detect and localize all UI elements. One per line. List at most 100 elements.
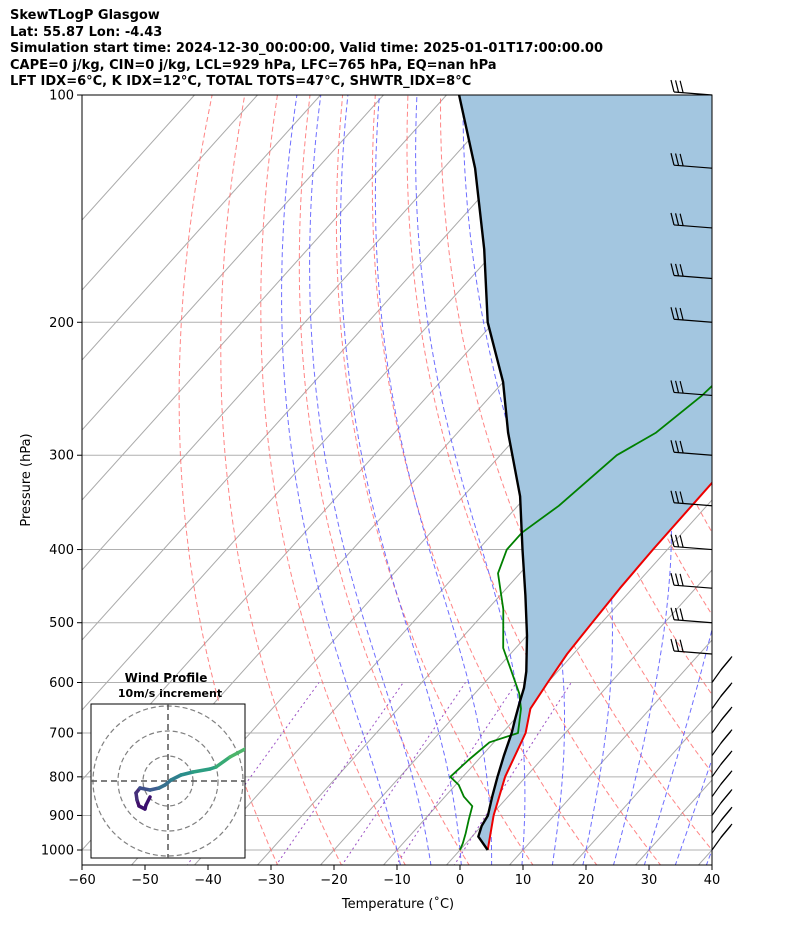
mixing-ratio-line: [453, 682, 572, 865]
barb-feather: [670, 440, 675, 453]
barb-feather: [670, 212, 675, 226]
wind-barb: [711, 729, 733, 757]
barb-feather: [679, 153, 684, 167]
wind-barb: [711, 823, 733, 851]
barb-staff: [673, 502, 713, 507]
moist-adiabat: [340, 95, 462, 865]
dry-adiabat: [298, 95, 470, 865]
barb-feather: [670, 307, 675, 320]
barb-staff: [673, 274, 713, 280]
time-line: Simulation start time: 2024-12-30_00:00:…: [10, 41, 603, 56]
y-tick-label: 100: [49, 89, 74, 104]
wind-barb: [670, 573, 713, 589]
moist-adiabat: [643, 95, 712, 865]
barb-staff: [673, 584, 713, 589]
moist-adiabat: [705, 848, 712, 865]
dry-adiabat: [220, 95, 343, 865]
hodograph-ring: [117, 730, 219, 832]
barb-feather: [674, 153, 680, 166]
barb-feather: [674, 80, 680, 93]
axes: −60 −50 −40 −30 −20 −10 0 10 20 30 40 1000 900 800 700…: [41, 89, 720, 889]
barb-staff: [673, 650, 713, 655]
cape-shading: [459, 95, 712, 850]
isotherm: [571, 709, 712, 865]
dry-adiabat: [260, 95, 406, 865]
barb-feather: [674, 639, 680, 652]
x-tick-label: −60: [68, 873, 95, 888]
barb-feather: [674, 490, 680, 504]
barb-staff: [673, 619, 713, 624]
isotherm: [82, 95, 384, 431]
isotherm: [82, 95, 510, 571]
y-tick-label: 500: [49, 616, 74, 631]
hodograph-trace: [228, 747, 245, 759]
dry-adiabat: [767, 95, 794, 866]
barb-staff: [673, 318, 713, 323]
dry-adiabat: [178, 95, 279, 865]
barb-feather: [679, 535, 684, 548]
wind-barb: [711, 706, 733, 734]
wind-barb: [670, 212, 713, 229]
isotherm: [382, 499, 712, 865]
wind-barb: [670, 380, 713, 397]
barb-staff: [711, 762, 723, 778]
wind-barb: [670, 307, 713, 323]
y-tick-label: 1000: [41, 844, 74, 859]
chart-header: SkewTLogP Glasgow Lat: 55.87 Lon: -4.43 …: [10, 8, 603, 91]
x-axis-label: Temperature (˚C): [341, 896, 454, 912]
dewpoint-line: [449, 384, 712, 851]
mixing-ratio-line: [341, 682, 466, 865]
wind-barb: [670, 490, 713, 507]
wind-barb: [711, 656, 733, 683]
barb-staff: [673, 391, 713, 397]
barb-feather: [679, 440, 684, 454]
moist-adiabat: [374, 95, 493, 865]
x-tick-label: 40: [704, 873, 721, 888]
barb-staff: [673, 451, 713, 456]
wind-barb: [711, 806, 733, 834]
cape-region: [459, 95, 712, 850]
barb-feather: [679, 307, 684, 321]
barb-feather: [674, 380, 680, 393]
hodograph-inset: Wind Profile 10m/s increment: [90, 671, 246, 859]
barb-feather: [674, 263, 680, 276]
moist-adiabat: [674, 757, 712, 865]
wind-barb: [711, 789, 733, 816]
isotherm: [82, 95, 321, 361]
parcel-line: [457, 95, 529, 851]
x-tick-label: −30: [257, 873, 284, 888]
barb-staff: [711, 835, 723, 851]
wind-barb: [670, 79, 713, 96]
barb-staff: [711, 668, 723, 683]
x-tick-label: 30: [641, 873, 658, 888]
barb-feather: [720, 808, 732, 822]
barb-staff: [711, 801, 723, 816]
barb-feather: [674, 213, 680, 226]
moist-adiabat: [462, 95, 565, 865]
hodograph-plot: [91, 704, 245, 858]
barb-feather: [720, 708, 732, 722]
x-tick-label: −50: [131, 873, 158, 888]
x-tick-label: 20: [578, 873, 595, 888]
moist-adiabat: [281, 95, 401, 865]
dry-adiabat: [440, 95, 712, 851]
hodograph-trace: [179, 770, 195, 777]
hodograph-subtitle: 10m/s increment: [118, 687, 222, 700]
barb-feather: [679, 573, 684, 587]
barb-feather: [670, 380, 675, 393]
y-tick-label: 300: [49, 449, 74, 464]
index-line: LFT IDX=6°C, K IDX=12°C, TOTAL TOTS=47°C…: [10, 74, 472, 89]
wind-barb: [670, 440, 713, 456]
location-line: Lat: 55.87 Lon: -4.43: [10, 24, 163, 40]
barb-feather: [720, 752, 732, 765]
barb-staff: [711, 718, 723, 734]
wind-barb: [711, 682, 733, 710]
y-tick-label: 200: [49, 316, 74, 331]
barb-staff: [711, 694, 723, 710]
barb-feather: [670, 79, 675, 93]
barb-feather: [679, 639, 684, 652]
barb-feather: [670, 638, 675, 652]
mixing-ratio-line: [275, 682, 404, 865]
y-tick-label: 700: [49, 727, 74, 742]
barb-feather: [720, 825, 732, 839]
